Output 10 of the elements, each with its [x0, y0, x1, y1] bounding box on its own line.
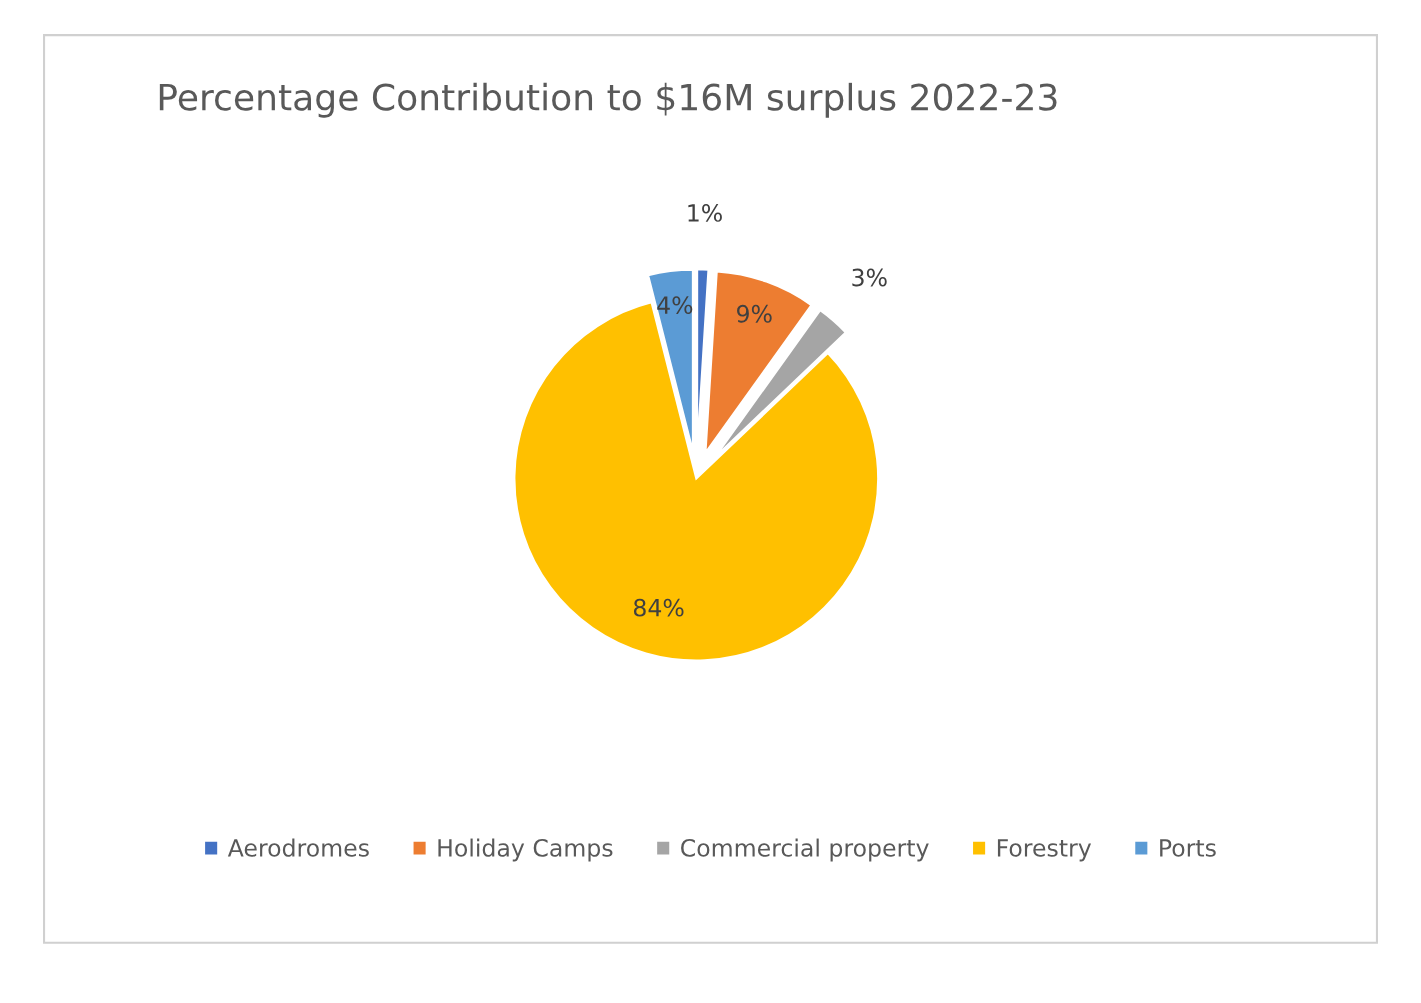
data-label: 3%	[852, 268, 887, 287]
data-label: 9%	[737, 304, 772, 323]
legend-label: Commercial property	[681, 838, 929, 862]
legend-label: Aerodromes	[227, 838, 369, 857]
legend-label: Holiday Camps	[438, 838, 613, 862]
data-label: 1%	[688, 204, 722, 222]
legend-label: Ports	[1160, 839, 1216, 857]
chart-title: Percentage Contribution to $16M surplus 2022-23	[159, 82, 1057, 118]
legend-label: Forestry	[997, 839, 1092, 862]
data-label: 84%	[633, 598, 684, 617]
